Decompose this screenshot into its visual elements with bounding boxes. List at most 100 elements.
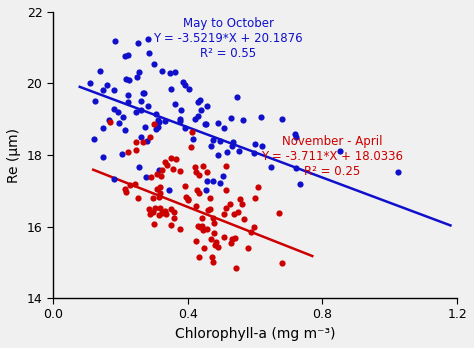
Point [146, 212, 154, 217]
Point [116, 120, 123, 126]
Point [165, 187, 173, 193]
Point [135, 69, 143, 74]
Point [200, 228, 207, 233]
Point [166, 70, 173, 76]
Point [259, 143, 266, 149]
Point [220, 125, 228, 130]
Point [119, 114, 127, 120]
Point [163, 162, 171, 168]
Point [275, 210, 283, 215]
Point [158, 210, 166, 215]
Point [192, 169, 200, 175]
Point [150, 121, 158, 127]
Point [110, 176, 118, 182]
Point [203, 103, 210, 109]
Point [201, 121, 209, 126]
Point [220, 235, 228, 240]
Point [194, 113, 202, 119]
Point [336, 148, 344, 154]
Point [124, 92, 132, 98]
Point [182, 195, 190, 200]
Point [222, 163, 229, 168]
Point [184, 196, 192, 202]
Point [155, 117, 162, 122]
Point [214, 152, 222, 158]
Point [224, 149, 231, 155]
Point [167, 222, 175, 228]
Point [100, 126, 107, 131]
Point [251, 195, 258, 200]
Point [153, 186, 160, 191]
Point [124, 99, 132, 105]
Point [163, 212, 170, 217]
Point [155, 167, 163, 173]
Point [176, 118, 184, 124]
Point [250, 224, 258, 230]
Point [214, 120, 221, 125]
X-axis label: Chlorophyll-a (mg m⁻³): Chlorophyll-a (mg m⁻³) [175, 327, 335, 341]
Point [155, 212, 163, 218]
Point [181, 183, 189, 189]
Point [210, 259, 217, 265]
Point [118, 151, 126, 157]
Point [207, 237, 215, 242]
Point [161, 159, 169, 165]
Point [137, 107, 145, 113]
Point [278, 116, 285, 121]
Text: R² = 0.25: R² = 0.25 [304, 165, 361, 179]
Text: R² = 0.55: R² = 0.55 [200, 47, 256, 60]
Point [209, 178, 217, 183]
Point [122, 189, 130, 195]
Point [251, 141, 259, 147]
Point [194, 100, 201, 105]
Point [240, 216, 247, 222]
Point [222, 205, 230, 211]
Point [145, 206, 153, 211]
Point [257, 114, 264, 120]
Point [226, 201, 233, 207]
Point [106, 119, 114, 125]
Point [202, 187, 210, 192]
Point [292, 134, 300, 139]
Point [222, 187, 230, 192]
Point [96, 68, 104, 73]
Text: November - April: November - April [282, 135, 383, 148]
Point [227, 240, 235, 246]
Point [132, 109, 139, 115]
Point [191, 116, 199, 122]
Point [137, 134, 145, 140]
Point [103, 82, 110, 88]
Point [135, 196, 142, 201]
Point [220, 211, 228, 217]
Point [177, 107, 185, 113]
Point [100, 155, 107, 160]
Point [140, 90, 148, 95]
Point [212, 239, 219, 245]
Point [121, 128, 129, 133]
Point [124, 149, 132, 155]
Point [136, 165, 143, 170]
Text: Y = -3.5219*X + 20.1876: Y = -3.5219*X + 20.1876 [153, 32, 303, 45]
Point [161, 119, 168, 124]
Point [167, 206, 175, 212]
Point [187, 144, 195, 150]
Point [201, 245, 208, 250]
Point [176, 226, 183, 232]
Point [227, 115, 235, 120]
Point [100, 87, 107, 93]
Point [237, 196, 244, 202]
Point [142, 174, 149, 180]
Point [244, 245, 252, 250]
Point [122, 76, 129, 81]
Point [141, 124, 149, 130]
Point [156, 190, 164, 196]
Point [146, 135, 153, 140]
Point [131, 181, 138, 186]
Point [196, 97, 203, 103]
Point [193, 203, 201, 209]
Point [111, 39, 118, 44]
Point [144, 36, 152, 42]
Point [167, 86, 174, 92]
Point [291, 132, 299, 137]
Point [211, 242, 219, 248]
